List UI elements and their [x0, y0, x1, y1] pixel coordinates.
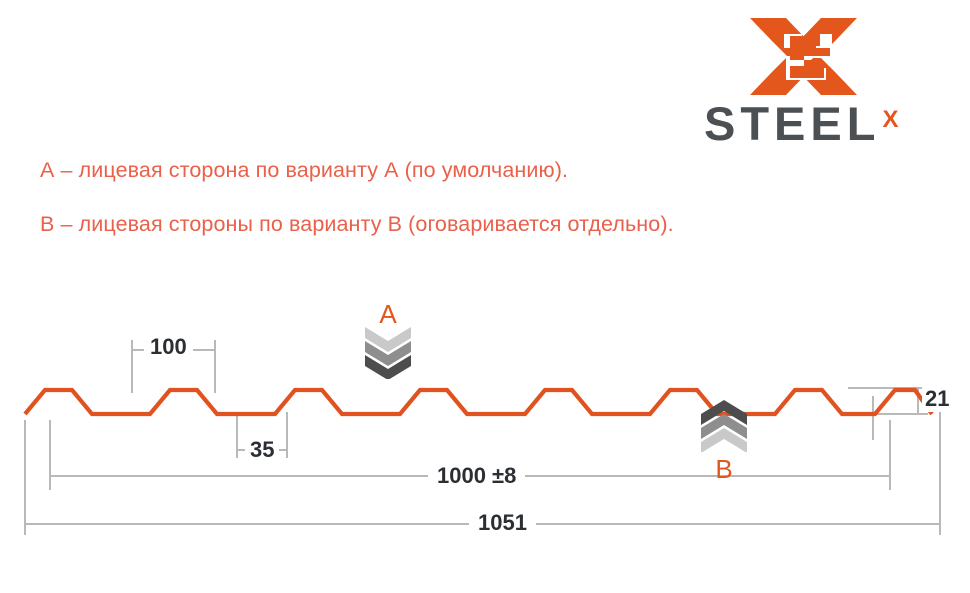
chevron-up-icon [697, 400, 751, 453]
steelx-wordmark: STEELX [704, 100, 948, 148]
side-marker-b-letter: B [715, 454, 733, 484]
dimension-label-height: 21 [922, 386, 953, 412]
dimension-label-effective-width: 1000 ±8 [428, 463, 526, 489]
brand-logo: STEELX [700, 14, 950, 148]
steelx-x-mark-icon [746, 14, 861, 99]
note-variant-a: А – лицевая сторона по варианту А (по ум… [40, 158, 569, 182]
dimension-label-total-width: 1051 [469, 510, 536, 536]
side-marker-b: B [697, 400, 751, 484]
dimension-lines [24, 340, 941, 535]
wordmark-superscript: X [882, 106, 899, 133]
wordmark-text: STEEL [704, 97, 881, 150]
dimension-label-pitch: 100 [144, 334, 193, 360]
dimension-label-trough: 35 [245, 437, 280, 463]
note-variant-b: В – лицевая стороны по варианту В (огова… [40, 212, 674, 236]
side-marker-a-letter: A [379, 299, 397, 329]
chevron-down-icon [361, 327, 415, 380]
sheet-profile-outline [23, 387, 934, 417]
side-marker-a: A [361, 299, 415, 380]
